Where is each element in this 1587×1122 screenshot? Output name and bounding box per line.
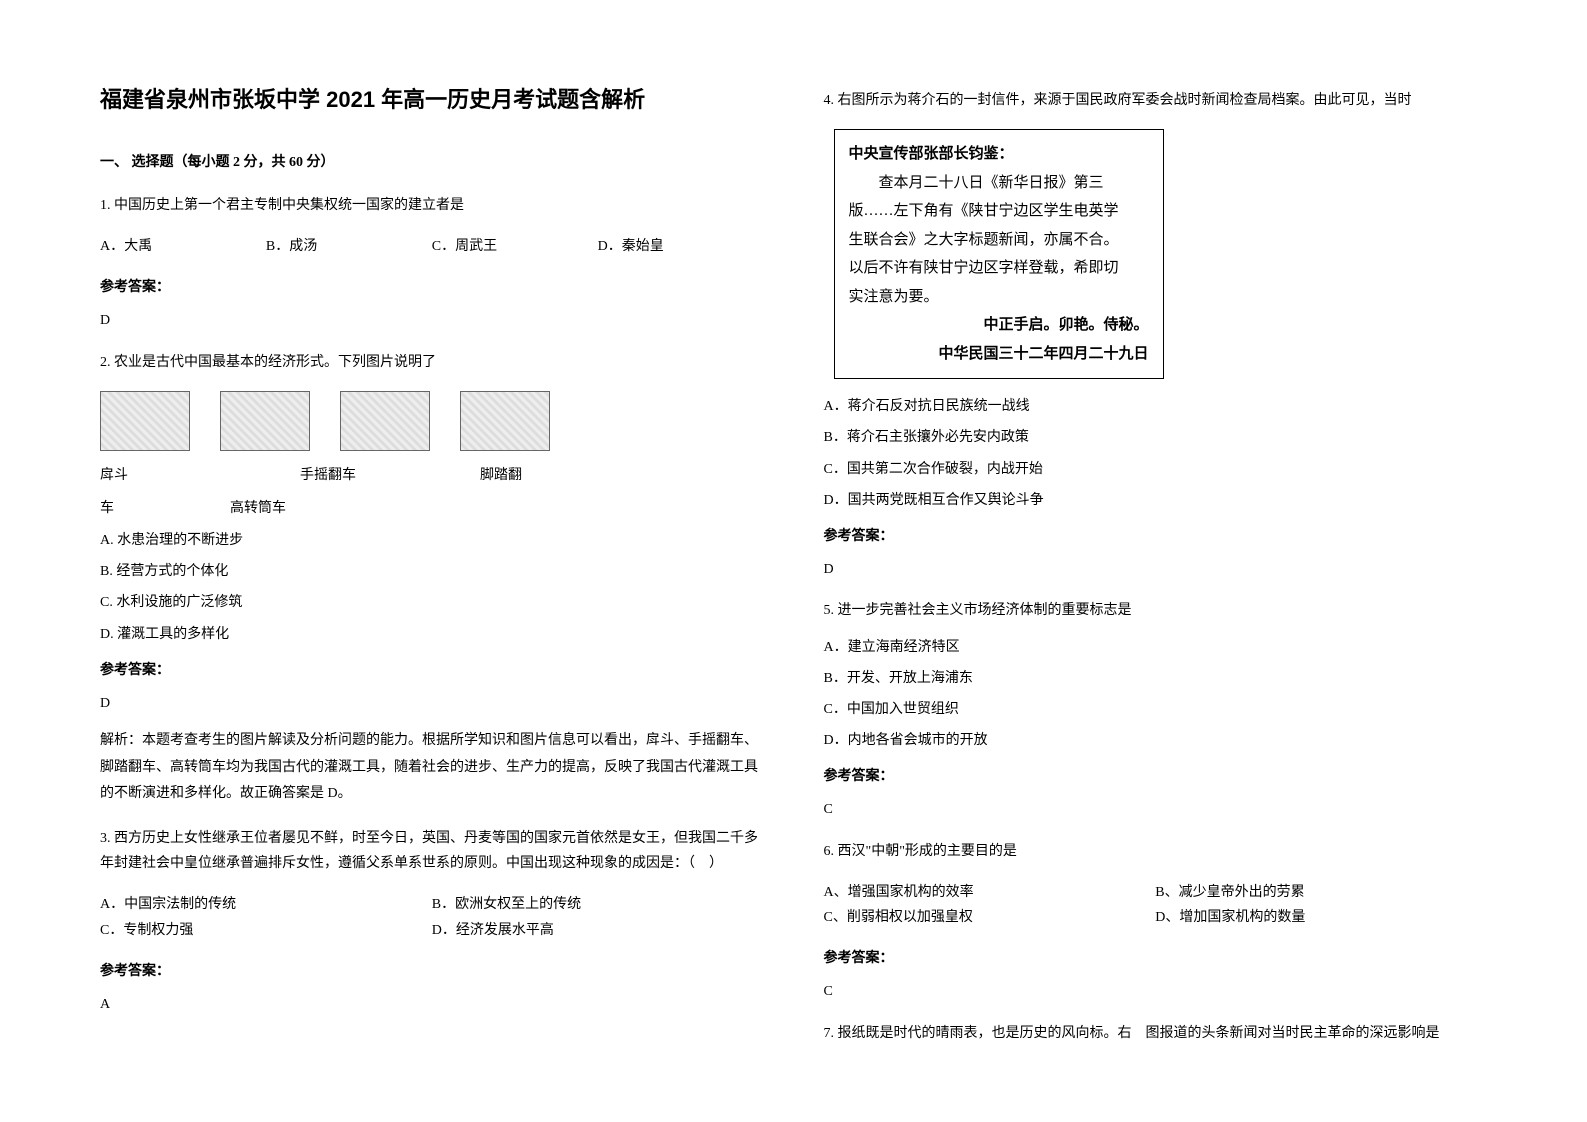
q3-answer-label: 参考答案： [100, 959, 764, 984]
q2-captions-1: 戽斗 手摇翻车 脚踏翻 [100, 463, 764, 488]
q2-cap-5: 高转筒车 [230, 496, 764, 521]
q4-letter-sig: 中正手启。卯艳。侍秘。 [849, 311, 1149, 340]
exam-title: 福建省泉州市张坂中学 2021 年高一历史月考试题含解析 [100, 80, 764, 120]
q4-opt-d: D．国共两党既相互合作又舆论斗争 [824, 488, 1488, 513]
q3-opt-a: A．中国宗法制的传统 [100, 892, 432, 917]
q4-answer: D [824, 557, 1488, 582]
q1-text: 1. 中国历史上第一个君主专制中央集权统一国家的建立者是 [100, 193, 764, 218]
q3-opt-d: D．经济发展水平高 [432, 918, 764, 943]
q2-opt-b: B. 经营方式的个体化 [100, 559, 764, 584]
q1-answer-label: 参考答案： [100, 275, 764, 300]
q2-cap-2: 手摇翻车 [300, 463, 480, 488]
q6-options: A、增强国家机构的效率 B、减少皇帝外出的劳累 C、削弱相权以加强皇权 D、增加… [824, 880, 1488, 930]
q2-cap-3: 脚踏翻 [480, 463, 764, 488]
q2-cap-4: 车 [100, 496, 230, 521]
q5-opt-d: D．内地各省会城市的开放 [824, 728, 1488, 753]
q2-opt-d: D. 灌溉工具的多样化 [100, 622, 764, 647]
q5-text: 5. 进一步完善社会主义市场经济体制的重要标志是 [824, 598, 1488, 623]
q4-opt-b: B．蒋介石主张攘外必先安内政策 [824, 425, 1488, 450]
q2-img-4 [460, 391, 550, 451]
q2-explanation: 解析：本题考查考生的图片解读及分析问题的能力。根据所学知识和图片信息可以看出，戽… [100, 728, 764, 808]
q2-images [100, 391, 764, 451]
q3-options: A．中国宗法制的传统 B．欧洲女权至上的传统 C．专制权力强 D．经济发展水平高 [100, 892, 764, 942]
q5-opt-b: B．开发、开放上海浦东 [824, 666, 1488, 691]
q6-opt-c: C、削弱相权以加强皇权 [824, 905, 1156, 930]
q1-opt-b: B．成汤 [266, 234, 432, 259]
q4-letter-date: 中华民国三十二年四月二十九日 [849, 340, 1149, 369]
q4-letter: 中央宣传部张部长钧鉴： 查本月二十八日《新华日报》第三 版……左下角有《陕甘宁边… [834, 129, 1164, 379]
q4-text: 4. 右图所示为蒋介石的一封信件，来源于国民政府军委会战时新闻检查局档案。由此可… [824, 88, 1488, 113]
q3-answer: A [100, 992, 764, 1017]
q4-letter-b1: 查本月二十八日《新华日报》第三 [849, 169, 1149, 198]
q2-text: 2. 农业是古代中国最基本的经济形式。下列图片说明了 [100, 350, 764, 375]
q4-letter-b2: 版……左下角有《陕甘宁边区学生电英学 [849, 197, 1149, 226]
q1-options: A．大禹 B．成汤 C．周武王 D．秦始皇 [100, 234, 764, 259]
q6-opt-a: A、增强国家机构的效率 [824, 880, 1156, 905]
section-1-header: 一、 选择题（每小题 2 分，共 60 分） [100, 150, 764, 175]
q3-text: 3. 西方历史上女性继承王位者屡见不鲜，时至今日，英国、丹麦等国的国家元首依然是… [100, 826, 764, 876]
q5-opt-a: A．建立海南经济特区 [824, 635, 1488, 660]
q4-opt-c: C．国共第二次合作破裂，内战开始 [824, 457, 1488, 482]
q6-answer-label: 参考答案： [824, 946, 1488, 971]
q2-opt-c: C. 水利设施的广泛修筑 [100, 590, 764, 615]
q5-answer: C [824, 797, 1488, 822]
q4-letter-b5: 实注意为要。 [849, 283, 1149, 312]
q1-opt-c: C．周武王 [432, 234, 598, 259]
q1-opt-a: A．大禹 [100, 234, 266, 259]
q2-img-3 [340, 391, 430, 451]
q2-cap-1: 戽斗 [100, 463, 300, 488]
right-column: 4. 右图所示为蒋介石的一封信件，来源于国民政府军委会战时新闻检查局档案。由此可… [824, 80, 1488, 1082]
q2-answer: D [100, 691, 764, 716]
q2-img-1 [100, 391, 190, 451]
q6-opt-d: D、增加国家机构的数量 [1155, 905, 1487, 930]
q5-answer-label: 参考答案： [824, 764, 1488, 789]
q5-opt-c: C．中国加入世贸组织 [824, 697, 1488, 722]
q1-opt-d: D．秦始皇 [598, 234, 764, 259]
q2-answer-label: 参考答案： [100, 658, 764, 683]
q4-letter-greeting: 中央宣传部张部长钧鉴： [849, 140, 1149, 169]
q7-text: 7. 报纸既是时代的晴雨表，也是历史的风向标。右 图报道的头条新闻对当时民主革命… [824, 1021, 1488, 1046]
q4-opt-a: A．蒋介石反对抗日民族统一战线 [824, 394, 1488, 419]
q4-letter-b3: 生联合会》之大字标题新闻，亦属不合。 [849, 226, 1149, 255]
q4-answer-label: 参考答案： [824, 524, 1488, 549]
q3-opt-c: C．专制权力强 [100, 918, 432, 943]
q6-opt-b: B、减少皇帝外出的劳累 [1155, 880, 1487, 905]
q2-captions-2: 车 高转筒车 [100, 496, 764, 521]
q4-letter-b4: 以后不许有陕甘宁边区字样登载，希即切 [849, 254, 1149, 283]
q6-answer: C [824, 979, 1488, 1004]
q2-opt-a: A. 水患治理的不断进步 [100, 528, 764, 553]
left-column: 福建省泉州市张坂中学 2021 年高一历史月考试题含解析 一、 选择题（每小题 … [100, 80, 764, 1082]
q2-img-2 [220, 391, 310, 451]
q1-answer: D [100, 308, 764, 333]
q3-opt-b: B．欧洲女权至上的传统 [432, 892, 764, 917]
q6-text: 6. 西汉"中朝"形成的主要目的是 [824, 839, 1488, 864]
